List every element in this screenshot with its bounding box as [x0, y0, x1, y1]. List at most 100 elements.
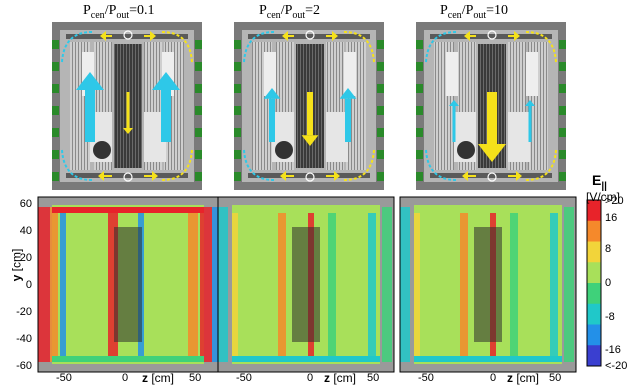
field-band — [218, 207, 228, 362]
out-of-plane-marker — [487, 30, 497, 40]
center-arrow-head — [123, 128, 133, 134]
panel-2-title: Pcen/Pout=2 — [259, 3, 321, 21]
field-band — [414, 207, 420, 362]
bottom-rail — [232, 356, 380, 362]
field-band — [510, 207, 518, 362]
x-tick-label: -50 — [56, 372, 72, 384]
out-of-plane-marker — [305, 172, 315, 182]
edge-arrow — [98, 171, 112, 181]
white-block — [144, 112, 166, 162]
bottom-bar — [248, 173, 370, 178]
green-pad — [195, 84, 202, 93]
green-pad — [234, 172, 241, 181]
field-band — [38, 207, 50, 362]
edge-arrow — [326, 171, 340, 181]
edge-arrow — [144, 31, 156, 41]
green-pad — [416, 172, 423, 181]
green-pad — [234, 150, 241, 159]
x-axis-title: z [cm] — [507, 371, 540, 385]
field-map-3 — [399, 196, 577, 373]
green-pad — [559, 172, 566, 181]
green-pad — [234, 128, 241, 137]
green-pad — [416, 150, 423, 159]
edge-arrow — [282, 31, 294, 41]
dark-disk — [275, 141, 293, 159]
x-axis-title: z [cm] — [324, 371, 357, 385]
field-band — [328, 207, 336, 362]
side-arrow-right — [339, 88, 357, 142]
top-bar — [66, 34, 188, 39]
side-arrow-left-head — [76, 72, 104, 90]
edge-arrow-head — [516, 171, 522, 181]
bottom-rail — [52, 356, 204, 362]
colorbar-label: <-20 — [605, 360, 628, 372]
colorbar-segment — [587, 200, 601, 222]
field-band — [382, 207, 392, 362]
field-band — [278, 207, 286, 362]
bottom-bar — [66, 173, 188, 178]
out-of-plane-marker — [487, 172, 497, 182]
side-arrow-left — [449, 100, 459, 142]
side-arrow-right-head — [525, 100, 535, 106]
field-band — [50, 207, 58, 362]
field-band — [400, 207, 410, 362]
top-bar — [430, 34, 552, 39]
map-frame — [217, 196, 395, 373]
green-pad — [559, 84, 566, 93]
green-pad — [377, 150, 384, 159]
green-pad — [52, 62, 59, 71]
top-rail — [414, 207, 562, 213]
green-pad — [52, 150, 59, 159]
green-pad — [416, 40, 423, 49]
x-tick-label: 50 — [367, 372, 380, 384]
side-arrow-left — [76, 72, 104, 142]
edge-arrow — [280, 171, 294, 181]
edge-arrow-head — [332, 31, 338, 41]
green-pad — [234, 62, 241, 71]
y-tick-label: 20 — [19, 252, 32, 264]
side-arrow-left — [263, 88, 281, 142]
green-pad — [559, 62, 566, 71]
white-block — [446, 52, 458, 96]
field-band — [564, 207, 574, 362]
y-tick-label: -20 — [16, 306, 32, 318]
x-axis-title: z [cm] — [142, 371, 175, 385]
green-pad — [559, 150, 566, 159]
x-tick-label: 50 — [549, 372, 562, 384]
side-arrow-right — [525, 100, 535, 142]
colorbar-label: >20 — [605, 195, 624, 207]
green-pad — [234, 40, 241, 49]
edge-arrow — [508, 31, 520, 41]
green-pad — [377, 62, 384, 71]
white-block — [326, 112, 348, 162]
x-tick-label: 50 — [189, 372, 202, 384]
green-pad — [377, 84, 384, 93]
edge-arrow-head — [150, 31, 156, 41]
green-pad — [234, 106, 241, 115]
green-pad — [52, 84, 59, 93]
center-region — [292, 227, 320, 342]
colorbar-segment — [587, 241, 601, 263]
center-arrow — [478, 92, 506, 162]
edge-arrow-head — [464, 31, 470, 41]
x-tick-label: -50 — [236, 372, 252, 384]
white-block — [264, 52, 276, 96]
field-band — [200, 207, 212, 362]
field-band — [460, 207, 468, 362]
green-pad — [195, 106, 202, 115]
colorbar-unit: [V/cm] — [586, 190, 621, 204]
out-of-plane-marker — [123, 172, 133, 182]
green-pad — [195, 62, 202, 71]
colorbar-label: 0 — [605, 277, 612, 289]
center-arrow — [123, 92, 133, 134]
bottom-rail — [414, 356, 562, 362]
colorbar-label: -16 — [605, 344, 621, 356]
colorbar-segment — [587, 220, 601, 242]
field-band — [188, 207, 198, 362]
field-band — [368, 207, 376, 362]
edge-arrow — [326, 31, 338, 41]
colorbar-title: E|| — [592, 172, 607, 192]
green-pad — [52, 128, 59, 137]
y-tick-label: -40 — [16, 333, 32, 345]
